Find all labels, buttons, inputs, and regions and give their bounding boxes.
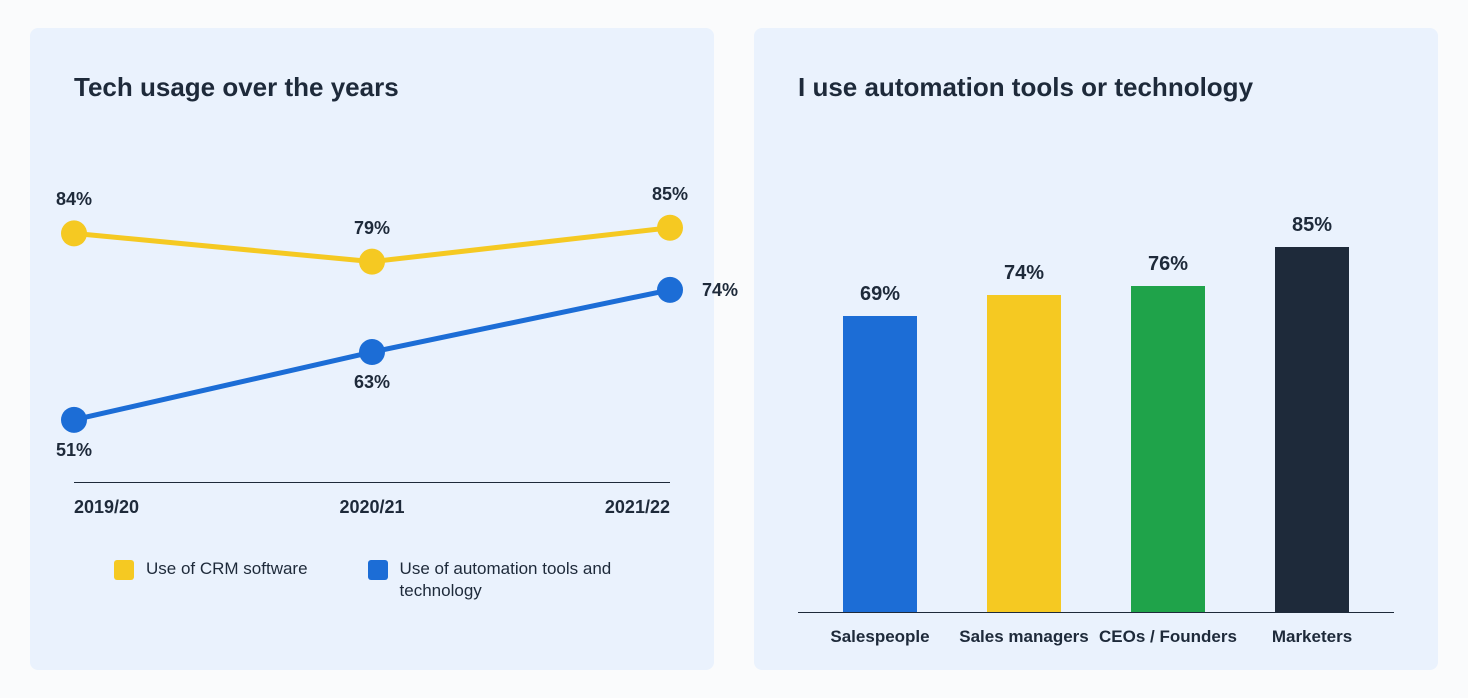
bar-chart-plot: 69% 74% 76% 85% <box>798 143 1394 613</box>
bar-x-label: Marketers <box>1240 627 1384 647</box>
bar-x-label: Salespeople <box>808 627 952 647</box>
point-label: 79% <box>354 218 390 239</box>
bar-group: 74% <box>952 262 1096 612</box>
bar <box>1275 247 1349 612</box>
bar <box>987 295 1061 612</box>
bar-group: 76% <box>1096 253 1240 612</box>
bar-value-label: 76% <box>1148 253 1188 276</box>
legend-item: Use of CRM software <box>114 558 308 602</box>
point-label: 51% <box>56 440 92 461</box>
line-marker <box>657 215 683 241</box>
line-marker <box>61 220 87 246</box>
line-chart-title: Tech usage over the years <box>74 72 670 103</box>
bar-chart-x-axis: SalespeopleSales managersCEOs / Founders… <box>798 627 1394 647</box>
point-label: 85% <box>652 184 688 205</box>
bar-value-label: 85% <box>1292 214 1332 237</box>
line-chart-x-axis: 2019/20 2020/21 2021/22 <box>74 497 670 518</box>
legend-swatch-icon <box>114 560 134 580</box>
bar-group: 69% <box>808 283 952 612</box>
legend-swatch-icon <box>368 560 388 580</box>
point-label: 63% <box>354 372 390 393</box>
line-marker <box>359 249 385 275</box>
point-label: 84% <box>56 189 92 210</box>
line-marker <box>61 407 87 433</box>
x-label: 2021/22 <box>605 497 670 518</box>
point-label: 74% <box>702 280 738 301</box>
line-marker <box>359 339 385 365</box>
line-chart-panel: Tech usage over the years 84%79%85%51%63… <box>30 28 714 670</box>
bar <box>1131 286 1205 612</box>
bar-chart-title: I use automation tools or technology <box>798 72 1394 103</box>
line-chart-plot: 84%79%85%51%63%74% <box>74 143 670 483</box>
bar-value-label: 69% <box>860 283 900 306</box>
x-label: 2020/21 <box>339 497 404 518</box>
legend-label: Use of CRM software <box>146 558 308 580</box>
legend-label: Use of automation tools and technology <box>400 558 618 602</box>
bar-value-label: 74% <box>1004 262 1044 285</box>
bar-group: 85% <box>1240 214 1384 612</box>
bar <box>843 316 917 612</box>
legend-item: Use of automation tools and technology <box>368 558 618 602</box>
line-marker <box>657 277 683 303</box>
bar-x-label: CEOs / Founders <box>1096 627 1240 647</box>
line-chart-legend: Use of CRM software Use of automation to… <box>74 558 670 602</box>
line-chart-svg <box>74 143 670 482</box>
bar-chart-panel: I use automation tools or technology 69%… <box>754 28 1438 670</box>
x-label: 2019/20 <box>74 497 139 518</box>
bar-x-label: Sales managers <box>952 627 1096 647</box>
